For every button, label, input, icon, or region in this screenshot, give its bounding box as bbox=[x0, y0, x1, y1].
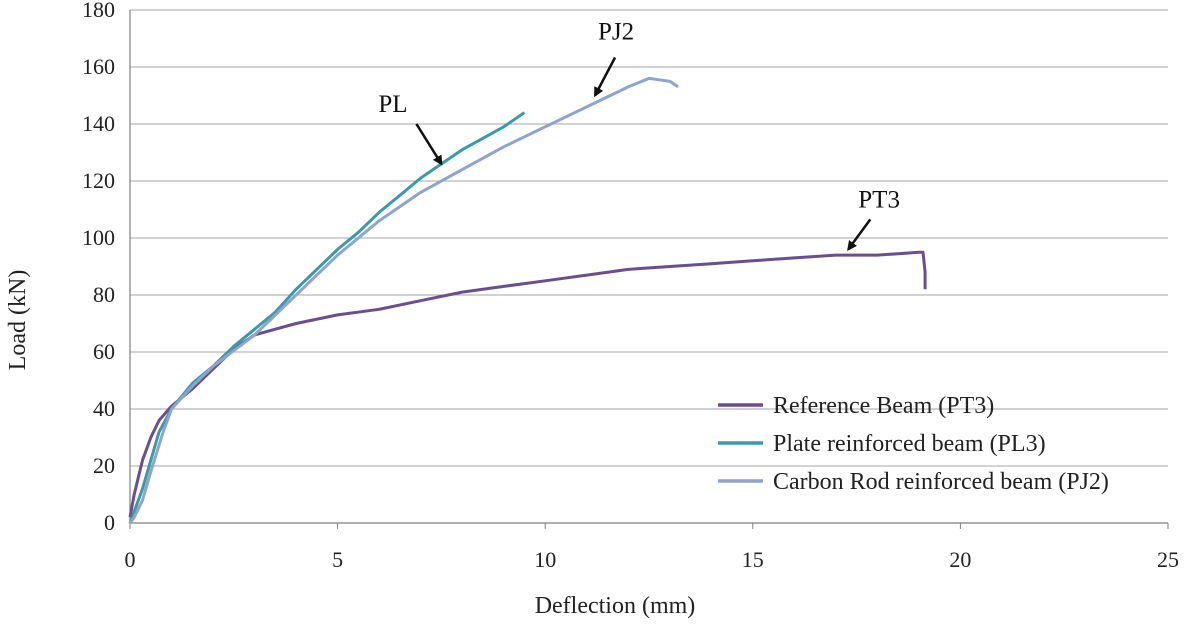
x-tick-label: 10 bbox=[534, 547, 556, 572]
legend: Reference Beam (PT3) Plate reinforced bea… bbox=[718, 393, 1109, 495]
y-tick-label: 60 bbox=[93, 339, 115, 364]
annotations: PL PJ2 PT3 bbox=[378, 19, 900, 252]
x-tick-label: 5 bbox=[332, 547, 343, 572]
y-tick-label: 180 bbox=[82, 0, 115, 22]
annotation-label: PL bbox=[378, 91, 407, 118]
y-tick-label: 100 bbox=[82, 225, 115, 250]
series-line-1 bbox=[128, 111, 526, 524]
y-tick-label: 20 bbox=[93, 453, 115, 478]
series-line-0 bbox=[128, 250, 927, 518]
gridlines bbox=[130, 9, 1168, 467]
annotation-label: PJ2 bbox=[598, 19, 634, 46]
x-tick-label: 25 bbox=[1157, 547, 1179, 572]
legend-label-2: Carbon Rod reinforced beam (PJ2) bbox=[773, 469, 1109, 495]
x-axis-title: Deflection (mm) bbox=[535, 593, 696, 619]
y-tick-label: 160 bbox=[82, 54, 115, 79]
y-axis-title: Load (kN) bbox=[5, 270, 31, 371]
x-tick-label: 15 bbox=[742, 547, 764, 572]
y-tick-label: 80 bbox=[93, 282, 115, 307]
annotation-label: PT3 bbox=[858, 186, 900, 213]
y-tick-label: 0 bbox=[104, 510, 115, 535]
legend-label-1: Plate reinforced beam (PL3) bbox=[773, 431, 1046, 457]
y-tick-labels: 0 20 40 60 80 100 120 140 160 180 bbox=[82, 0, 115, 535]
y-tick-label: 40 bbox=[93, 396, 115, 421]
x-tick-labels: 0 5 10 15 20 25 bbox=[125, 547, 1180, 572]
y-tick-label: 140 bbox=[82, 111, 115, 136]
annotation-arrow bbox=[847, 218, 872, 252]
axes bbox=[129, 10, 1169, 529]
legend-label-0: Reference Beam (PT3) bbox=[773, 393, 994, 419]
y-tick-label: 120 bbox=[82, 168, 115, 193]
annotation-arrow bbox=[593, 56, 617, 98]
x-tick-label: 20 bbox=[949, 547, 971, 572]
annotation-arrow bbox=[415, 123, 443, 166]
series-line-2 bbox=[128, 76, 679, 524]
x-tick-label: 0 bbox=[125, 547, 136, 572]
series-lines bbox=[128, 76, 927, 524]
